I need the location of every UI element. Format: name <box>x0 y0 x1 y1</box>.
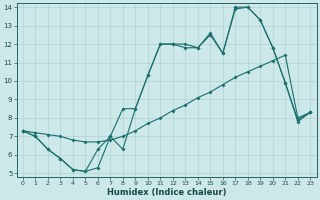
X-axis label: Humidex (Indice chaleur): Humidex (Indice chaleur) <box>107 188 226 197</box>
